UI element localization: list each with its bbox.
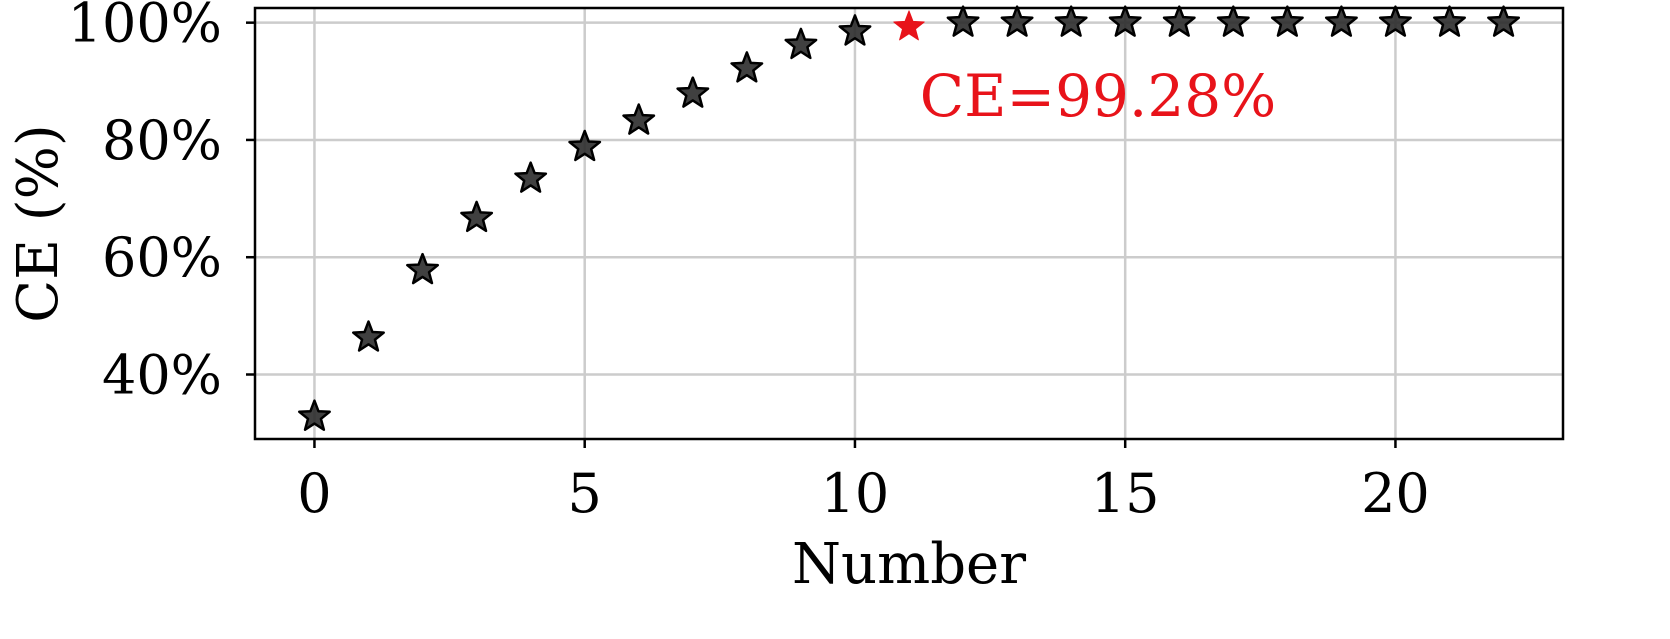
data-point — [838, 14, 872, 46]
data-point — [1433, 5, 1466, 37]
data-point — [1324, 5, 1358, 37]
data-point — [352, 320, 385, 352]
x-tick-label: 15 — [1091, 462, 1160, 525]
data-point — [1270, 5, 1304, 37]
data-point — [514, 161, 548, 193]
data-point — [676, 76, 710, 108]
data-points — [297, 5, 1521, 431]
highlight-point — [893, 10, 925, 41]
data-point — [1487, 5, 1521, 37]
data-point — [1162, 5, 1196, 37]
y-axis-label: CE (%) — [6, 124, 71, 322]
data-point — [568, 129, 602, 162]
x-tick-label: 0 — [297, 462, 331, 525]
y-tick-label: 80% — [102, 109, 222, 172]
axis-ticks: 0 5 10 15 20 40% 60% 80% 100% — [68, 0, 1430, 525]
data-point — [1000, 5, 1034, 37]
data-point — [1108, 5, 1142, 37]
data-point — [730, 51, 764, 83]
data-point — [1216, 5, 1250, 37]
y-tick-label: 100% — [68, 0, 222, 55]
data-point — [784, 27, 818, 60]
x-tick-label: 20 — [1361, 462, 1430, 525]
data-point — [297, 399, 331, 431]
data-point — [1054, 5, 1088, 37]
data-point — [1378, 5, 1412, 37]
data-point — [460, 200, 494, 233]
x-tick-label: 10 — [821, 462, 890, 525]
x-axis-label: Number — [792, 532, 1026, 597]
x-tick-label: 5 — [568, 462, 602, 525]
data-point — [622, 103, 656, 135]
y-tick-label: 60% — [102, 226, 222, 289]
plot-frame — [253, 6, 1565, 441]
y-tick-label: 40% — [102, 343, 222, 406]
data-point — [946, 5, 980, 37]
grid — [255, 8, 1563, 439]
data-point — [406, 252, 440, 285]
highlight-annotation: CE=99.28% — [920, 62, 1276, 130]
